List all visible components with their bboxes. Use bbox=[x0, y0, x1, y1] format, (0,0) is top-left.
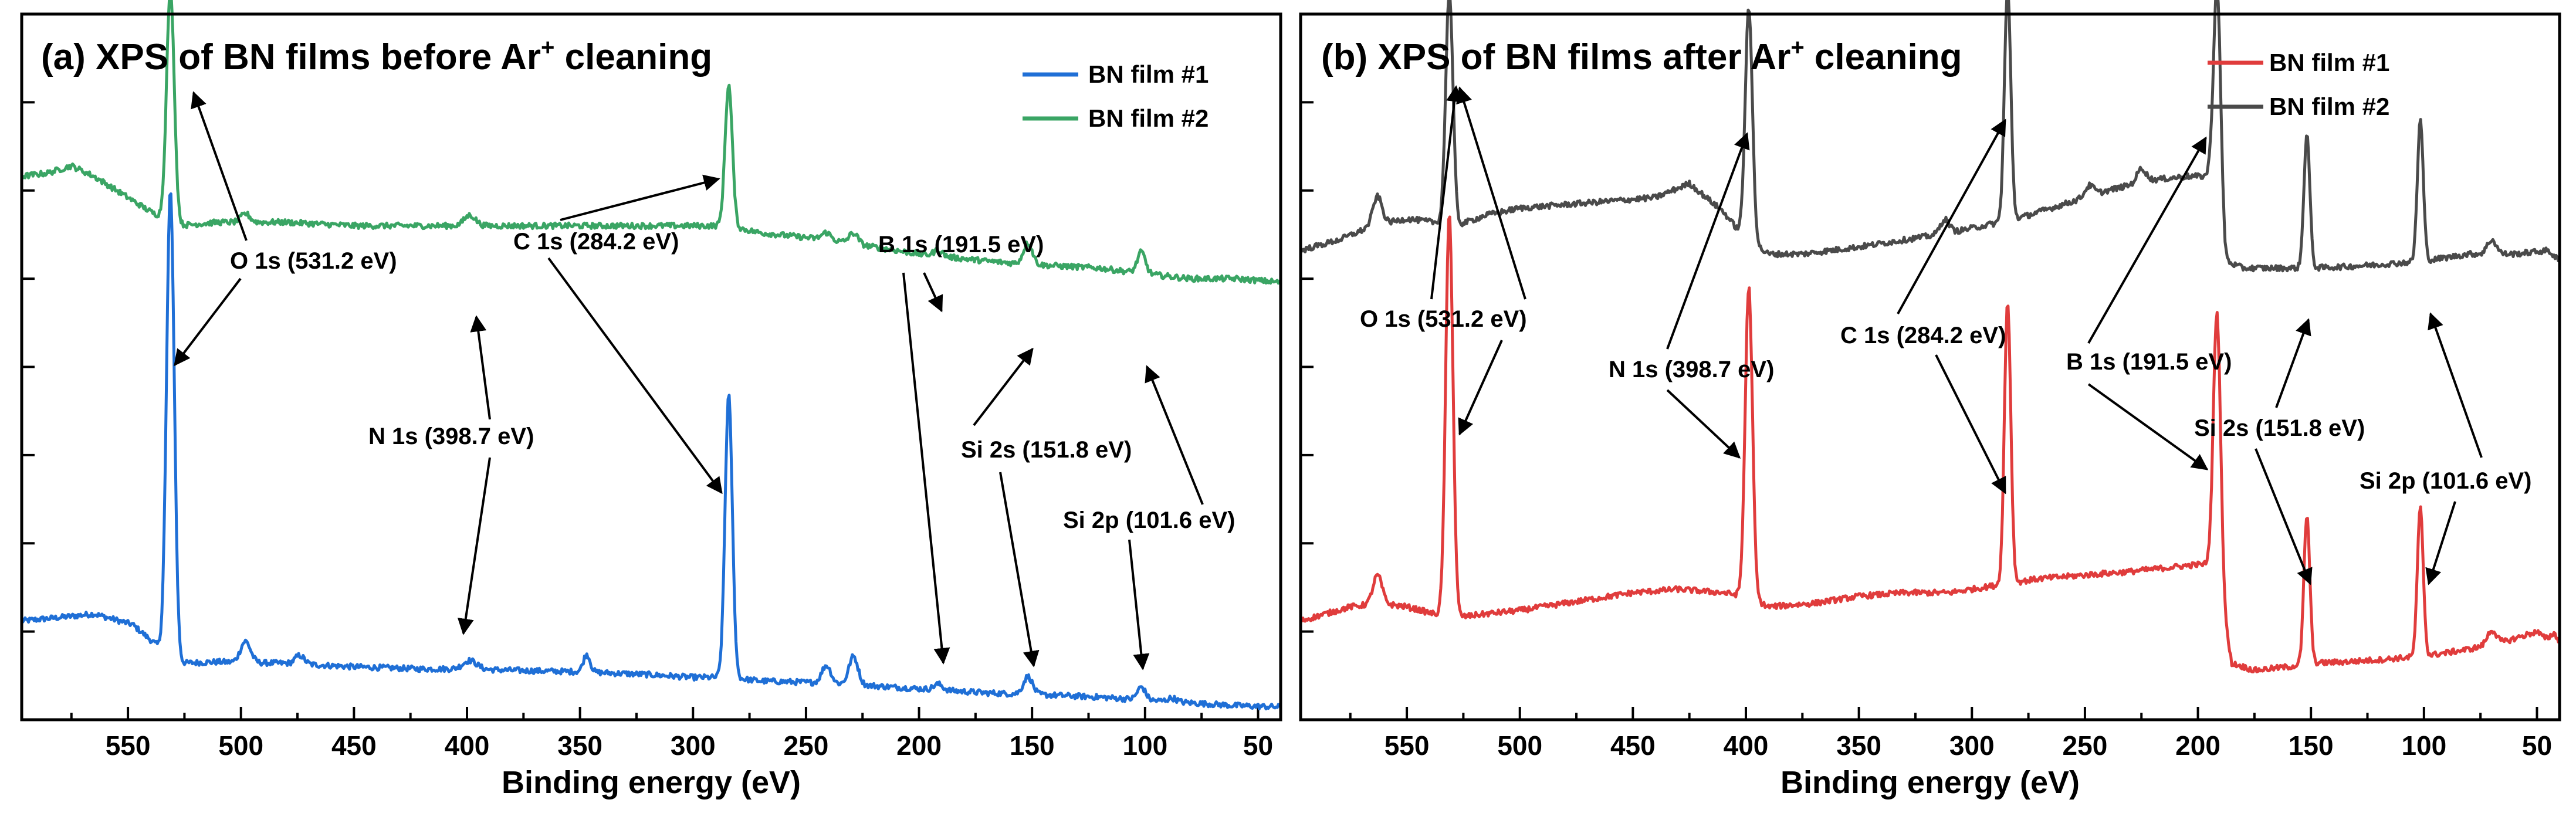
x-tick-label: 400 bbox=[445, 730, 490, 761]
x-tick-label: 450 bbox=[331, 730, 377, 761]
arrow-c1s-to-film2 bbox=[560, 174, 720, 221]
panel-a-title: (a) XPS of BN films before Ar+ cleaning bbox=[41, 35, 712, 77]
arrow-si2s-to-film1 bbox=[2255, 448, 2313, 585]
x-tick-label: 200 bbox=[2175, 730, 2220, 761]
x-tick-label: 50 bbox=[2522, 730, 2552, 761]
arrow-n1s-to-film2 bbox=[470, 315, 491, 420]
x-tick-label: 450 bbox=[1610, 730, 1656, 761]
panel-b-x-axis-title: Binding energy (eV) bbox=[1780, 765, 2080, 800]
x-tick-label: 250 bbox=[2063, 730, 2108, 761]
annotation-b1s: B 1s (191.5 eV) bbox=[2066, 349, 2232, 375]
legend-label-series-2: BN film #2 bbox=[2269, 93, 2389, 120]
panel-a-legend: BN film #1 BN film #2 bbox=[1023, 60, 1209, 132]
panel-a-series bbox=[20, 0, 1282, 711]
arrow-o1s-to-film2 bbox=[191, 91, 248, 241]
x-tick-label: 200 bbox=[896, 730, 942, 761]
arrow-si2p-to-film2 bbox=[2428, 312, 2483, 458]
x-tick-label: 250 bbox=[784, 730, 829, 761]
panel-b-frame bbox=[1299, 12, 2561, 721]
legend-label-series-1: BN film #1 bbox=[2269, 49, 2389, 76]
arrow-c1s-to-film1 bbox=[1935, 354, 2006, 494]
panel-a-frame bbox=[20, 12, 1282, 721]
arrow-si2p-to-film1 bbox=[2425, 501, 2456, 585]
legend-label-series-2: BN film #2 bbox=[1088, 104, 1209, 132]
panel-b: 550 500 450 400 350 300 250 200 150 100 50 (b) XPS… bbox=[1299, 0, 2561, 800]
arrow-si2s-to-film2 bbox=[973, 347, 1034, 426]
panel-a: 550 500 450 400 350 300 250 200 150 100 50 (a) XPS… bbox=[20, 0, 1282, 800]
annotation-b1s: B 1s (191.5 eV) bbox=[878, 232, 1044, 258]
x-tick-label: 50 bbox=[1243, 730, 1273, 761]
panel-b-series bbox=[1299, 0, 2561, 673]
x-tick-label: 350 bbox=[1836, 730, 1881, 761]
arrow-si2p-to-film2 bbox=[1145, 365, 1204, 505]
x-tick-label: 550 bbox=[106, 730, 151, 761]
panel-b-title: (b) XPS of BN films after Ar+ cleaning bbox=[1321, 35, 1962, 77]
x-tick-label: 400 bbox=[1724, 730, 1769, 761]
annotation-si2p: Si 2p (101.6 eV) bbox=[2360, 468, 2531, 494]
arrow-n1s-to-film1 bbox=[457, 457, 491, 635]
annotation-n1s: N 1s (398.7 eV) bbox=[368, 424, 534, 449]
x-tick-label: 550 bbox=[1385, 730, 1430, 761]
arrow-c1s-to-film2 bbox=[1897, 118, 2006, 314]
arrow-b1s-to-film2 bbox=[923, 272, 943, 313]
annotation-n1s: N 1s (398.7 eV) bbox=[1609, 357, 1774, 382]
arrow-n1s-to-film1 bbox=[1666, 389, 1741, 459]
series-line-1 bbox=[1299, 215, 2561, 673]
arrow-si2s-to-film1 bbox=[999, 472, 1040, 668]
x-tick-label: 500 bbox=[1497, 730, 1542, 761]
arrow-b1s-to-film1 bbox=[902, 272, 950, 665]
arrow-o1s-to-film1 bbox=[174, 277, 242, 367]
x-tick-label: 150 bbox=[1010, 730, 1055, 761]
arrow-o1s-to-film2 bbox=[1430, 85, 1463, 300]
series-line-2 bbox=[1299, 0, 2561, 273]
series-line-1 bbox=[20, 192, 1282, 711]
annotation-c1s: C 1s (284.2 eV) bbox=[513, 229, 679, 255]
panel-b-ticks: 550 500 450 400 350 300 250 200 150 100 50 bbox=[1301, 101, 2552, 761]
panel-b-legend: BN film #1 BN film #2 bbox=[2208, 49, 2389, 120]
annotation-o1s: O 1s (531.2 eV) bbox=[230, 248, 397, 274]
x-tick-label: 150 bbox=[2289, 730, 2334, 761]
arrow-b1s-to-film2 bbox=[2087, 136, 2207, 344]
arrow-o1s-to-film1 bbox=[1458, 340, 1503, 436]
panel-b-annotations: O 1s (531.2 eV) N 1s (398.7 eV) C 1s (28… bbox=[1360, 85, 2531, 585]
annotation-si2s: Si 2s (151.8 eV) bbox=[961, 437, 1132, 463]
x-tick-label: 100 bbox=[2401, 730, 2446, 761]
x-tick-label: 300 bbox=[671, 730, 716, 761]
x-tick-label: 500 bbox=[218, 730, 263, 761]
panel-a-annotations: O 1s (531.2 eV) C 1s (284.2 eV) B 1s (19… bbox=[174, 91, 1235, 670]
panel-a-x-axis-title: Binding energy (eV) bbox=[502, 765, 801, 800]
arrow-b1s-to-film1 bbox=[2087, 383, 2209, 470]
arrow-si2p-to-film1 bbox=[1128, 539, 1150, 670]
annotation-si2p: Si 2p (101.6 eV) bbox=[1063, 507, 1235, 533]
arrow-o1s-to-film2b bbox=[1456, 86, 1526, 300]
arrow-si2s-to-film2 bbox=[2275, 318, 2311, 408]
annotation-o1s: O 1s (531.2 eV) bbox=[1360, 306, 1527, 332]
x-tick-label: 350 bbox=[557, 730, 602, 761]
arrow-c1s-to-film1 bbox=[547, 257, 723, 494]
arrow-n1s-to-film2 bbox=[1666, 132, 1750, 350]
annotation-c1s: C 1s (284.2 eV) bbox=[1840, 323, 2006, 348]
legend-label-series-1: BN film #1 bbox=[1088, 60, 1209, 88]
x-tick-label: 100 bbox=[1122, 730, 1167, 761]
annotation-si2s: Si 2s (151.8 eV) bbox=[2194, 415, 2365, 441]
x-tick-label: 300 bbox=[1949, 730, 1995, 761]
series-line-2 bbox=[21, 0, 1282, 285]
panel-a-ticks: 550 500 450 400 350 300 250 200 150 100 50 bbox=[22, 101, 1273, 761]
